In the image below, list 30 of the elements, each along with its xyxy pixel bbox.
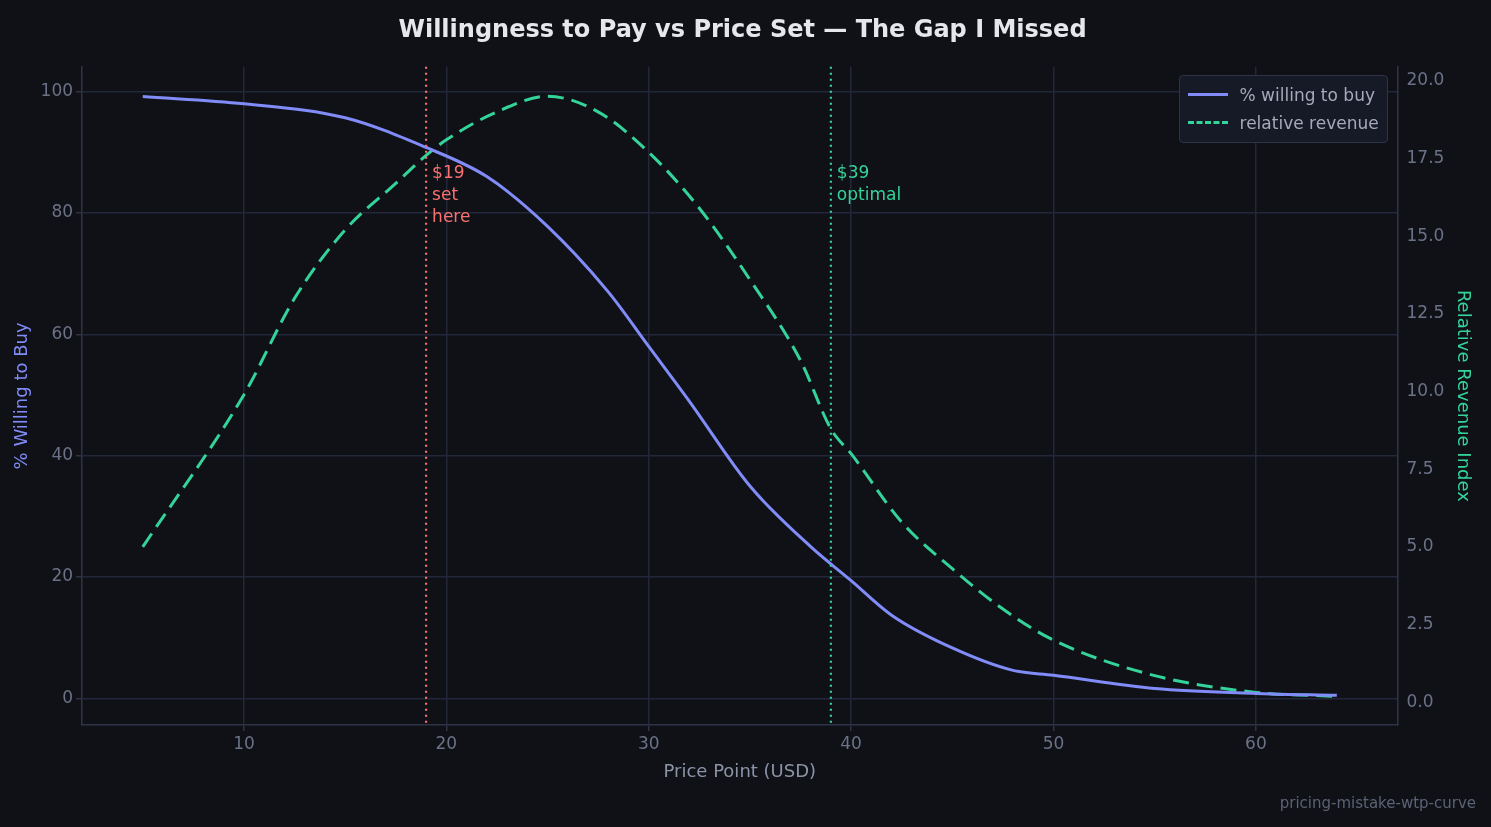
y-tick-label: 0 — [62, 686, 74, 707]
ref-line-label: $39 optimal — [836, 161, 902, 204]
y2-axis-title: Relative Revenue Index — [1453, 289, 1475, 503]
y2-tick-label: 2.5 — [1406, 613, 1434, 634]
y-tick-label: 80 — [51, 201, 74, 222]
ref-line-label: $19 set here — [432, 161, 471, 226]
x-tick-label: 30 — [637, 732, 660, 753]
y2-tick-label: 17.5 — [1406, 146, 1445, 167]
y-tick-label: 20 — [51, 565, 74, 586]
x-tick-label: 40 — [840, 732, 862, 753]
y2-tick-label: 0.0 — [1406, 690, 1434, 711]
y2-tick-label: 15.0 — [1406, 224, 1445, 245]
x-tick-label: 10 — [233, 732, 255, 753]
y-tick-label: 100 — [40, 80, 74, 101]
y-axis-title: % Willing to Buy — [10, 322, 32, 470]
x-tick-label: 50 — [1042, 732, 1065, 753]
y2-tick-label: 10.0 — [1406, 379, 1445, 400]
y-tick-label: 60 — [51, 322, 74, 343]
chart-title: Willingness to Pay vs Price Set — The Gap I Missed — [398, 14, 1087, 43]
y-tick-label: 40 — [51, 444, 74, 465]
legend-label: % willing to buy — [1239, 84, 1375, 105]
x-tick-label: 60 — [1245, 732, 1267, 753]
x-tick-label: 20 — [435, 732, 458, 753]
y2-tick-label: 20.0 — [1406, 69, 1445, 90]
y2-tick-label: 12.5 — [1406, 302, 1445, 323]
y2-tick-label: 7.5 — [1406, 457, 1434, 478]
text: pricing-mistake-wtp-curve — [1279, 794, 1476, 812]
legend-label: relative revenue — [1239, 112, 1379, 133]
x-axis-title: Price Point (USD) — [663, 759, 817, 781]
y2-tick-label: 5.0 — [1406, 535, 1434, 556]
